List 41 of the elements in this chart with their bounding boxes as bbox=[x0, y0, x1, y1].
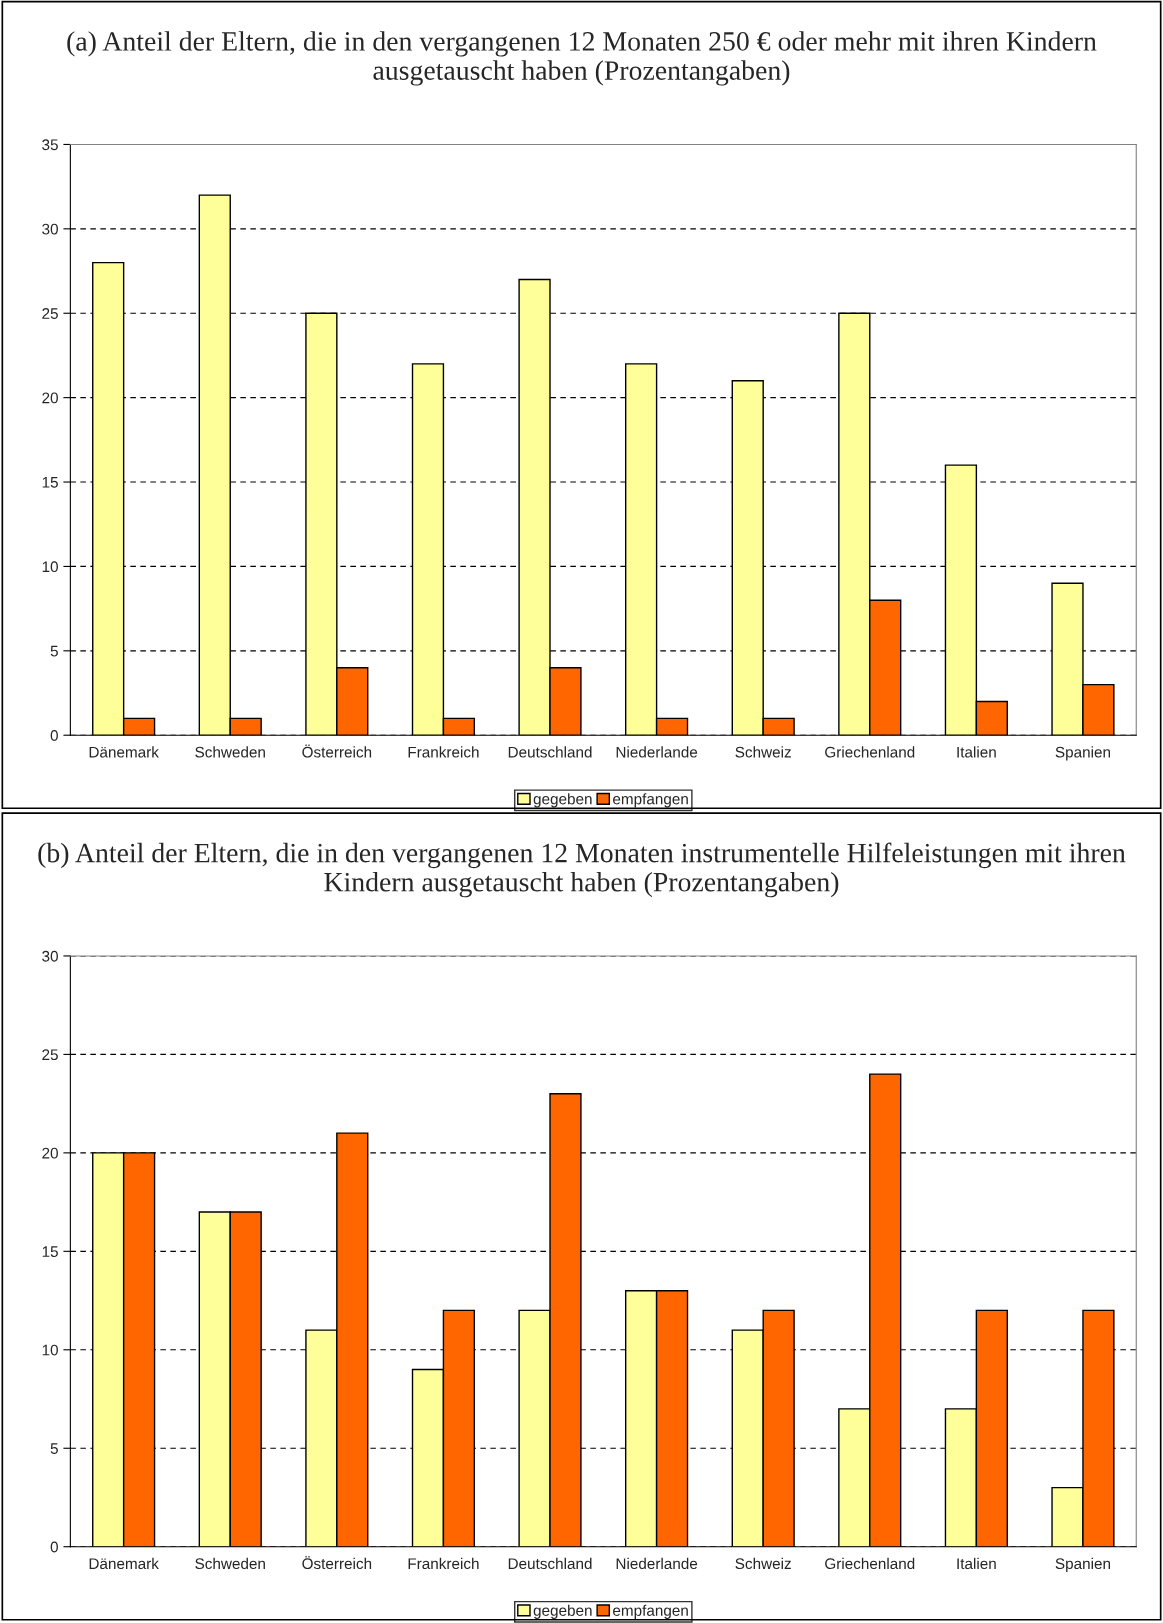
legend-label: empfangen bbox=[613, 793, 688, 808]
x-tick-label: Frankreich bbox=[408, 1557, 479, 1570]
x-tick-label: Österreich bbox=[302, 744, 372, 758]
y-tick-label: 25 bbox=[42, 1049, 58, 1061]
y-tick-label: 0 bbox=[50, 1541, 58, 1553]
y-tick-label: 15 bbox=[42, 1246, 58, 1258]
x-tick-label: Schweiz bbox=[735, 1557, 791, 1570]
y-tick-label: 25 bbox=[42, 308, 58, 319]
x-tick-label: Italien bbox=[957, 1557, 996, 1570]
x-tick-label: Griechenland bbox=[825, 746, 915, 758]
y-tick-label: 10 bbox=[42, 561, 58, 573]
x-tick-label: Dänemark bbox=[89, 746, 159, 758]
x-tick-label: Spanien bbox=[1055, 746, 1110, 761]
chart-title: (b) Anteil der Eltern, die in den vergangenen 12 Monaten instrumentelle Hilfeleistungen mit ihren Kindern ausgetauscht haben (Prozentangaben) bbox=[38, 842, 1126, 898]
y-tick-label: 35 bbox=[42, 139, 58, 151]
y-tick-label: 30 bbox=[42, 223, 58, 235]
legend-label: gegeben bbox=[533, 793, 592, 808]
x-tick-label: Deutschland bbox=[508, 746, 592, 758]
x-tick-label: Deutschland bbox=[508, 1557, 592, 1570]
chart-title: (a) Anteil der Eltern, die in den vergangenen 12 Monaten 250 € oder mehr mit ihren Kindern ausgetauscht haben (Prozentangaben) bbox=[67, 31, 1097, 86]
x-tick-label: Frankreich bbox=[408, 746, 479, 758]
y-tick-label: 10 bbox=[42, 1344, 58, 1356]
y-tick-label: 5 bbox=[50, 645, 58, 657]
y-tick-label: 30 bbox=[42, 950, 58, 962]
y-tick-label: 20 bbox=[42, 392, 58, 404]
x-tick-label: Niederlande bbox=[616, 1557, 698, 1570]
x-tick-label: Italien bbox=[957, 746, 996, 758]
y-tick-label: 0 bbox=[50, 730, 58, 741]
x-tick-label: Niederlande bbox=[616, 746, 698, 758]
y-tick-label: 15 bbox=[42, 477, 58, 488]
x-tick-label: Schweden bbox=[195, 1557, 265, 1570]
x-tick-label: Dänemark bbox=[89, 1557, 159, 1570]
legend-label: empfangen bbox=[613, 1604, 688, 1619]
x-tick-label: Österreich bbox=[302, 1556, 372, 1570]
legend-label: gegeben bbox=[533, 1604, 592, 1619]
y-tick-label: 5 bbox=[50, 1443, 58, 1454]
x-tick-label: Spanien bbox=[1055, 1557, 1110, 1573]
x-tick-label: Schweden bbox=[195, 746, 265, 758]
x-tick-label: Schweiz bbox=[735, 746, 791, 758]
x-tick-label: Griechenland bbox=[825, 1557, 915, 1570]
y-tick-label: 20 bbox=[42, 1147, 58, 1159]
